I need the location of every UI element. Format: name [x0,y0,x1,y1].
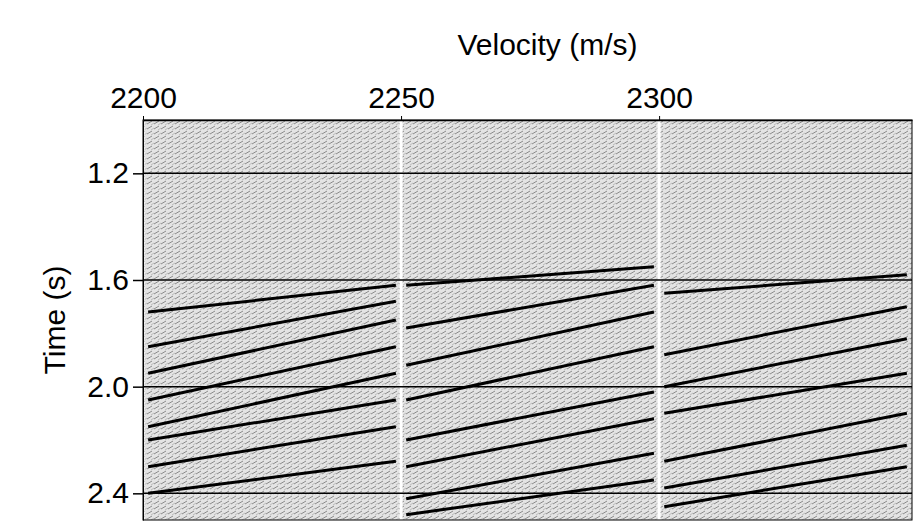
x-tick: 2300 [626,81,693,120]
y-axis-title: Time (s) [38,266,71,375]
x-axis-line [144,120,913,122]
y-axis: 1.2 1.6 2.0 2.4 [87,121,143,521]
reflector-line [148,301,396,346]
reflector-line [148,427,396,467]
grid-line-y [143,493,912,495]
x-tick-label: 2200 [110,81,177,114]
grid-line-y [143,279,912,281]
reflector-line [664,275,907,294]
grid-line-x [142,120,145,520]
reflector-line [664,373,907,413]
grid-line-x [400,120,403,520]
grid [143,120,912,520]
x-axis-title: Velocity (m/s) [457,28,637,61]
y-tick: 2.4 [87,476,143,509]
y-tick-mark [133,280,143,282]
reflector-line [664,445,907,488]
reflector-line [664,467,907,507]
reflector-line [664,307,907,355]
y-tick-mark [133,173,143,175]
reflector-line [406,347,654,400]
reflectors [148,267,907,515]
y-tick-label: 1.6 [87,263,129,296]
plot-frame [143,120,912,520]
y-tick-mark [133,493,143,495]
reflector-line [406,312,654,365]
reflector-line [148,347,396,400]
x-axis: 2200 2250 2300 [110,81,912,121]
grid-line-x [658,120,661,520]
reflector-line [406,480,654,515]
y-tick-label: 2.4 [87,476,129,509]
reflector-line [148,320,396,373]
x-tick-mark [659,116,660,120]
reflector-line [406,453,654,498]
y-tick: 1.2 [87,156,143,189]
y-axis-line [143,121,144,521]
x-tick-mark [401,116,402,120]
chart: 2200 2250 2300 1.2 1.6 2.0 2.4 Velocity (m/s) Ti… [0,0,916,524]
x-tick-label: 2300 [626,81,693,114]
reflector-line [406,267,654,286]
y-tick: 1.6 [87,263,143,296]
y-tick-label: 2.0 [87,370,129,403]
reflector-line [664,413,907,461]
y-tick-label: 1.2 [87,156,129,189]
x-tick: 2200 [110,81,177,120]
x-tick-mark [143,116,144,120]
x-tick: 2250 [368,81,435,120]
reflector-line [406,285,654,328]
y-tick-mark [133,386,143,388]
grid-line-y [143,173,912,175]
grid-line-y [143,386,912,388]
reflector-line [148,461,396,493]
plot-background [143,120,912,520]
reflector-line [406,392,654,440]
x-tick-label: 2250 [368,81,435,114]
y-tick: 2.0 [87,370,143,403]
